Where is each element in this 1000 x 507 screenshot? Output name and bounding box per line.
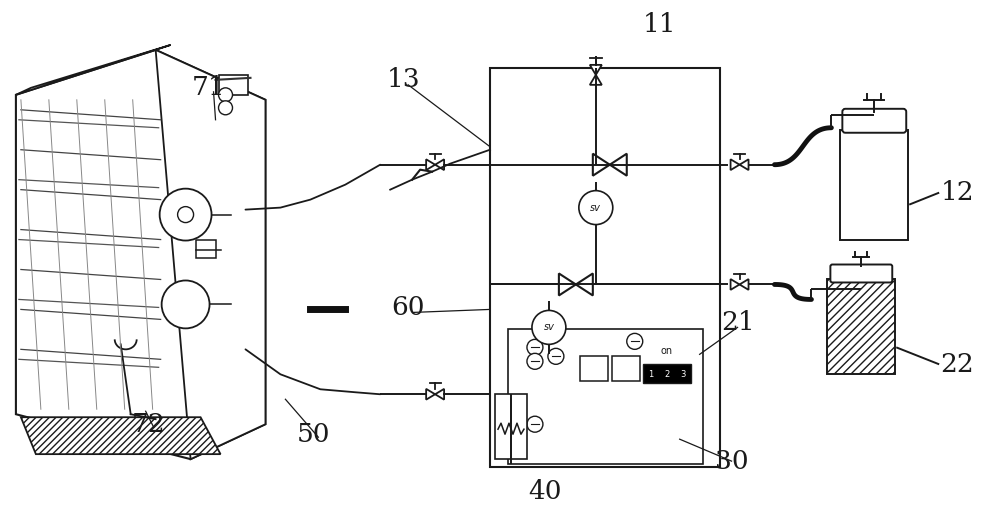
Text: 21: 21 (721, 310, 754, 335)
FancyBboxPatch shape (830, 265, 892, 282)
Circle shape (548, 348, 564, 365)
Text: 30: 30 (715, 449, 748, 474)
Polygon shape (426, 389, 435, 400)
Polygon shape (590, 75, 602, 85)
Text: 72: 72 (132, 412, 166, 437)
Polygon shape (435, 159, 444, 170)
Bar (196, 239, 216, 258)
Text: 12: 12 (940, 180, 974, 205)
Polygon shape (731, 159, 740, 170)
Circle shape (579, 191, 613, 225)
Text: 22: 22 (940, 352, 974, 377)
Text: 2: 2 (664, 370, 669, 379)
Text: 60: 60 (391, 295, 425, 320)
Bar (827, 279, 895, 374)
Polygon shape (21, 417, 221, 454)
Polygon shape (740, 279, 749, 290)
Text: sv: sv (590, 203, 601, 212)
Bar (580, 356, 608, 381)
Bar (840, 130, 908, 239)
Polygon shape (16, 50, 265, 459)
Bar (643, 365, 691, 383)
Circle shape (219, 101, 233, 115)
Polygon shape (16, 45, 171, 95)
Bar (508, 330, 703, 464)
Polygon shape (593, 154, 610, 176)
Bar (612, 356, 640, 381)
Circle shape (178, 207, 194, 223)
Polygon shape (576, 273, 593, 296)
Circle shape (627, 334, 643, 349)
Polygon shape (590, 65, 602, 75)
Text: 71: 71 (192, 76, 225, 100)
Text: 3: 3 (680, 370, 685, 379)
Text: 50: 50 (297, 422, 330, 447)
Polygon shape (740, 159, 749, 170)
Circle shape (162, 280, 210, 329)
Bar (219, 75, 248, 95)
Polygon shape (435, 389, 444, 400)
Circle shape (527, 353, 543, 369)
FancyBboxPatch shape (842, 109, 906, 133)
Bar (495, 394, 527, 459)
Circle shape (527, 339, 543, 355)
Text: on: on (661, 346, 673, 356)
Text: 40: 40 (528, 479, 562, 503)
Polygon shape (731, 279, 740, 290)
Polygon shape (156, 50, 265, 459)
Bar (490, 68, 720, 467)
Polygon shape (610, 154, 627, 176)
Circle shape (527, 416, 543, 432)
Text: sv: sv (543, 322, 554, 333)
Text: 1: 1 (648, 370, 653, 379)
Circle shape (219, 88, 233, 102)
Circle shape (532, 310, 566, 344)
Text: 11: 11 (643, 13, 676, 38)
Circle shape (160, 189, 212, 240)
Polygon shape (559, 273, 576, 296)
Text: 13: 13 (386, 67, 420, 92)
Polygon shape (426, 159, 435, 170)
